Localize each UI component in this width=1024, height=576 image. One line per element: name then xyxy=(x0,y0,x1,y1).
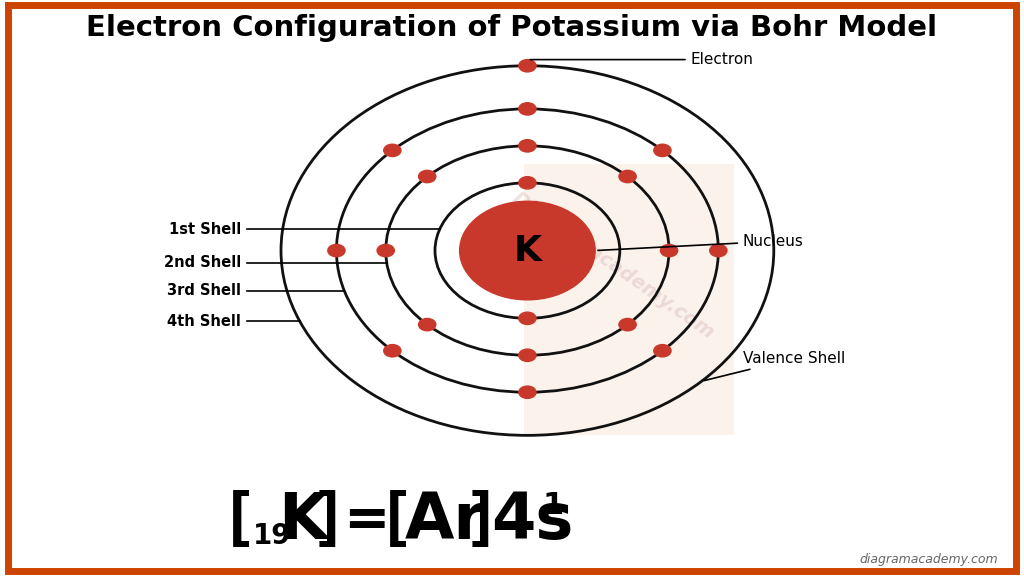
Ellipse shape xyxy=(618,170,636,183)
Ellipse shape xyxy=(519,140,536,152)
Text: Nucleus: Nucleus xyxy=(598,234,804,251)
FancyBboxPatch shape xyxy=(524,164,734,435)
Ellipse shape xyxy=(519,103,536,115)
Text: diagramacademy.com: diagramacademy.com xyxy=(860,552,998,566)
Ellipse shape xyxy=(384,344,401,357)
Ellipse shape xyxy=(419,170,436,183)
Text: 2nd Shell: 2nd Shell xyxy=(164,255,241,270)
Text: ]: ] xyxy=(463,490,502,552)
Ellipse shape xyxy=(519,349,536,362)
Ellipse shape xyxy=(377,244,394,257)
Ellipse shape xyxy=(660,244,678,257)
Text: K: K xyxy=(513,233,542,268)
Text: 19: 19 xyxy=(253,522,292,550)
Text: =: = xyxy=(343,494,389,548)
Text: 1st Shell: 1st Shell xyxy=(169,222,241,237)
Ellipse shape xyxy=(710,244,727,257)
Text: ]: ] xyxy=(309,490,348,552)
Ellipse shape xyxy=(653,344,671,357)
Ellipse shape xyxy=(328,244,345,257)
Text: Electron: Electron xyxy=(530,52,754,67)
Text: Ar: Ar xyxy=(404,490,485,552)
Ellipse shape xyxy=(419,319,436,331)
Ellipse shape xyxy=(460,201,595,300)
Text: Valence Shell: Valence Shell xyxy=(705,351,845,381)
Text: 3rd Shell: 3rd Shell xyxy=(167,283,241,298)
Text: 1: 1 xyxy=(543,491,564,520)
Text: Diagramacademy.com: Diagramacademy.com xyxy=(509,189,718,343)
Text: Electron Configuration of Potassium via Bohr Model: Electron Configuration of Potassium via … xyxy=(86,14,938,43)
Ellipse shape xyxy=(618,319,636,331)
Ellipse shape xyxy=(519,177,536,189)
Text: K: K xyxy=(279,490,328,552)
Ellipse shape xyxy=(519,386,536,399)
Ellipse shape xyxy=(519,59,536,72)
Ellipse shape xyxy=(384,144,401,157)
Ellipse shape xyxy=(519,312,536,324)
Ellipse shape xyxy=(653,144,671,157)
Text: [: [ xyxy=(377,490,416,552)
Text: 4th Shell: 4th Shell xyxy=(167,314,241,329)
Text: [: [ xyxy=(220,490,259,552)
Text: 4s: 4s xyxy=(492,490,573,552)
